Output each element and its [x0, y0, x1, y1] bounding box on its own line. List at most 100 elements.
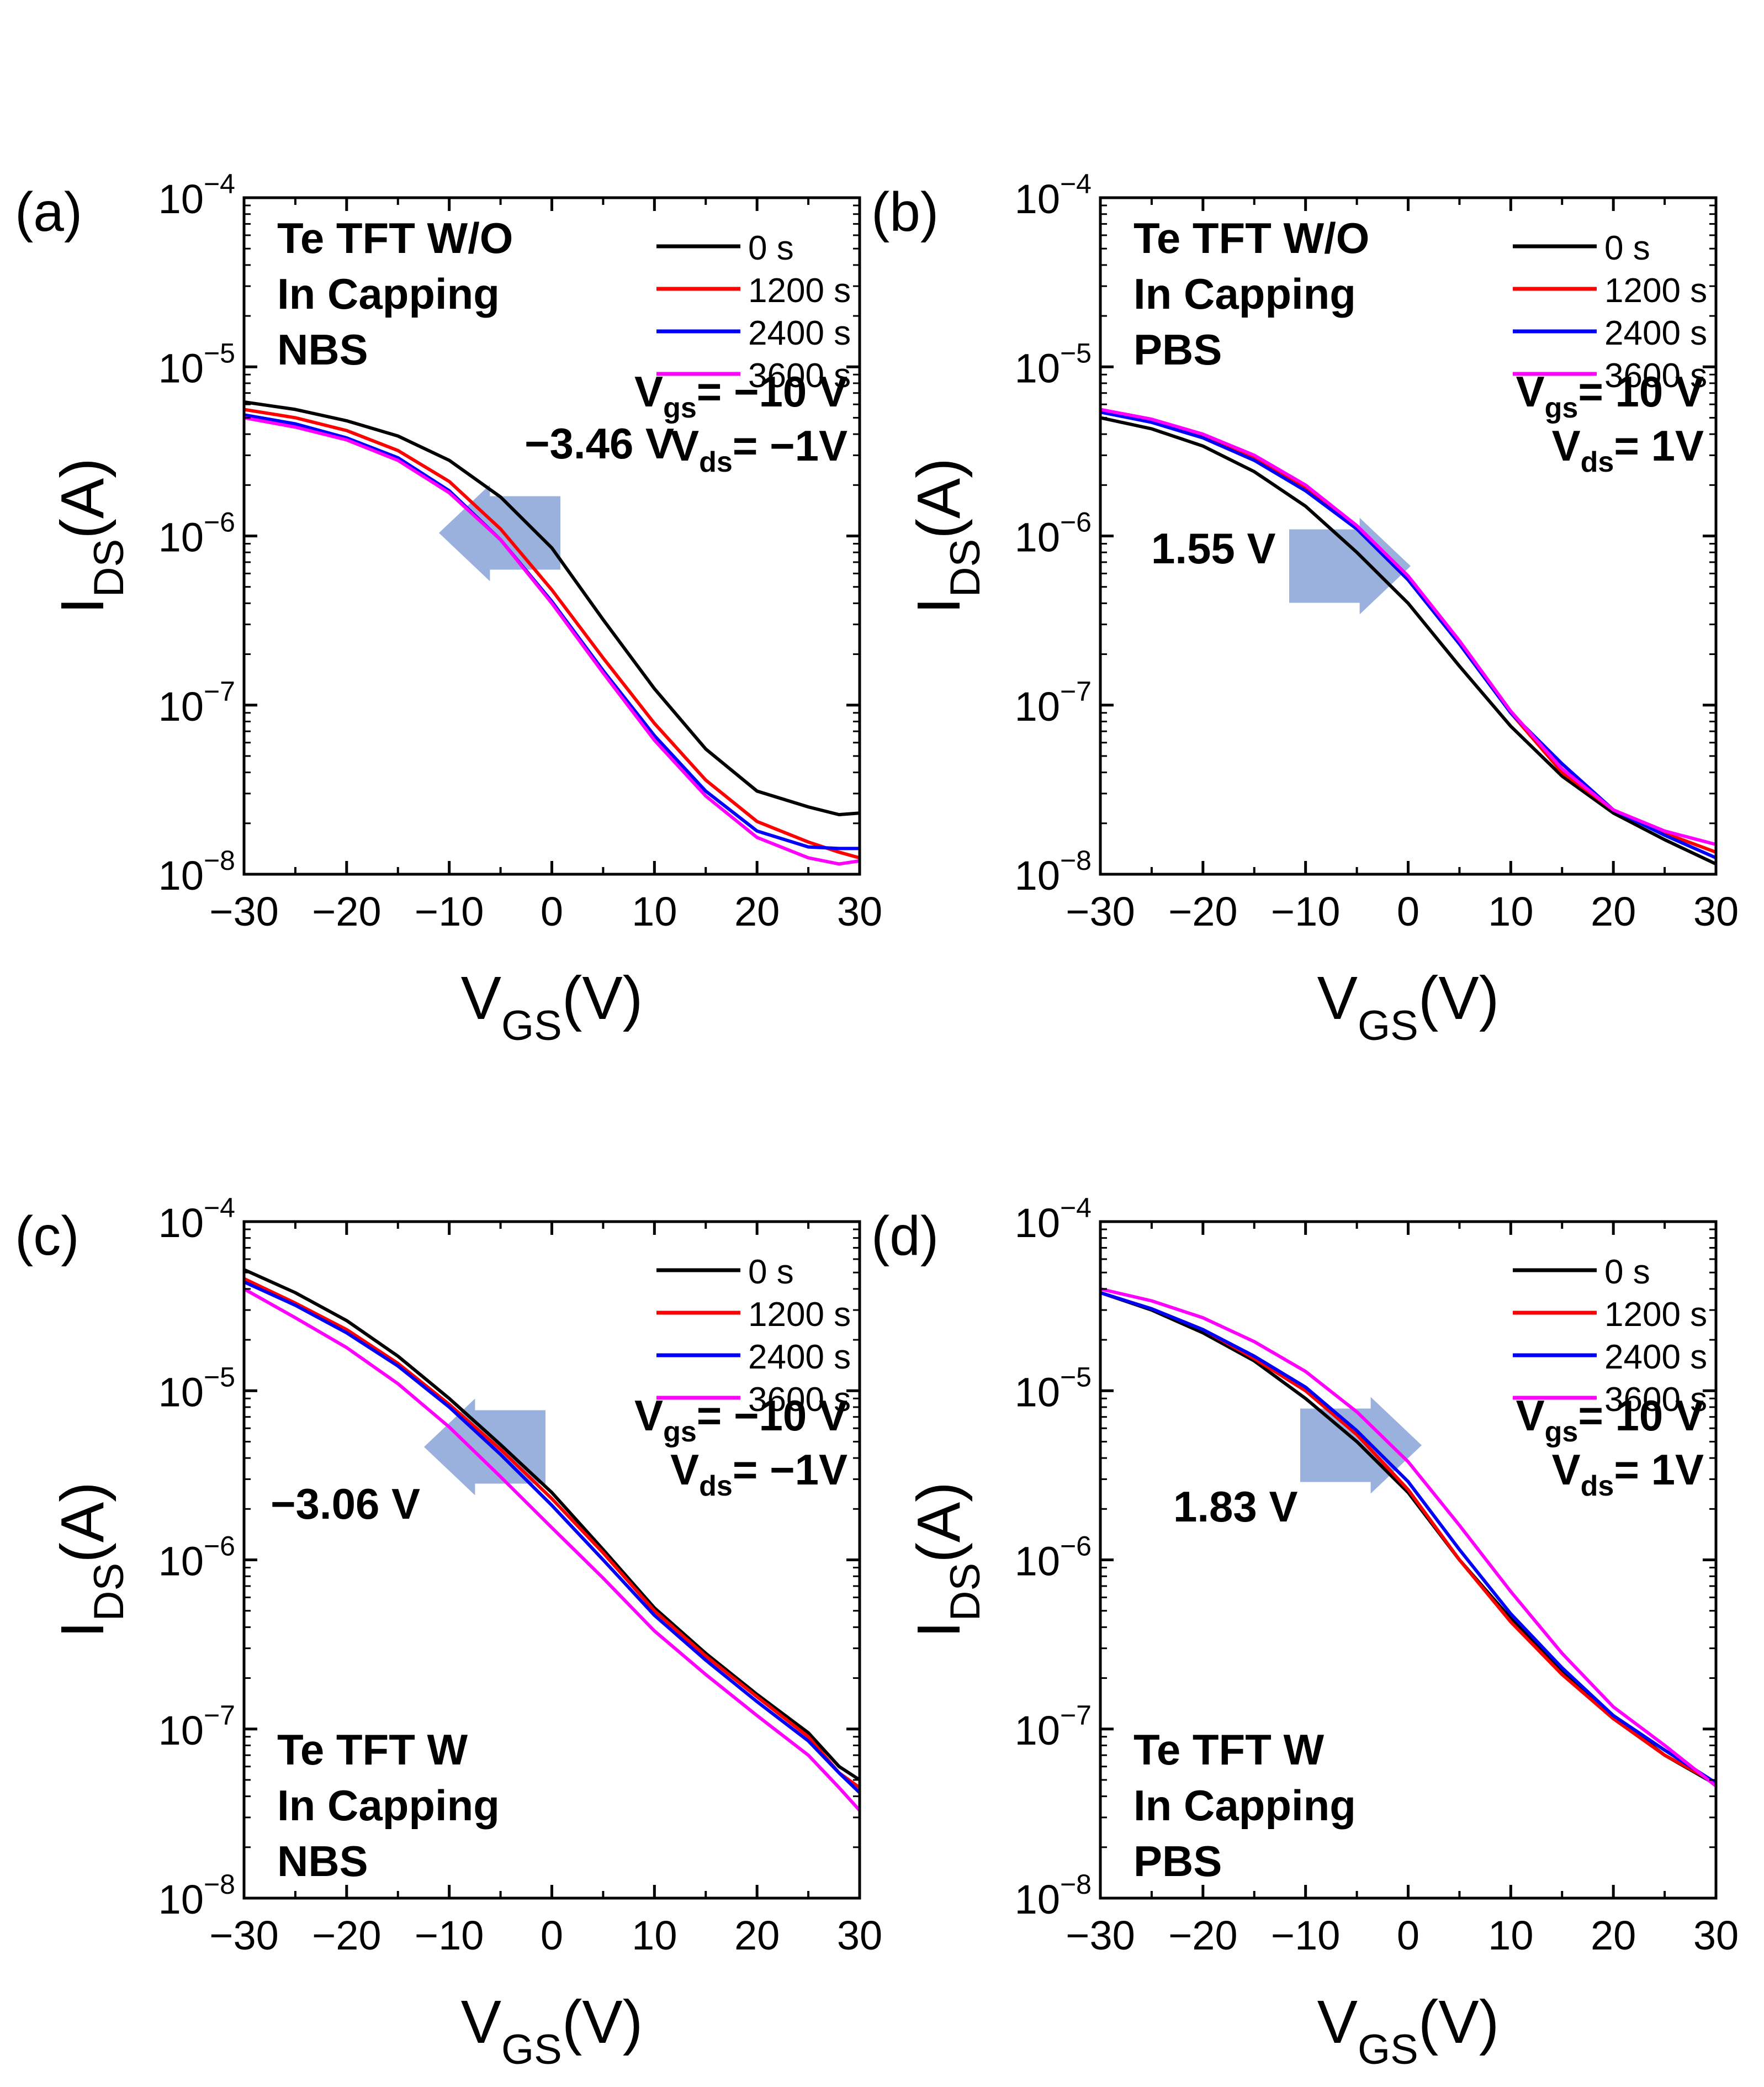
annotation-title-line: PBS	[1133, 325, 1222, 374]
panel-a: −30 −20 −10 0 10 20 30 10−8 10−7 10−6 10−5 10−4 VGS(…	[15, 168, 882, 1049]
x-tick-label: 10	[632, 889, 677, 934]
series-line-0s	[244, 1268, 860, 1782]
bias-vgs: Vgs= −10 V	[634, 367, 847, 424]
series-line-1200s	[244, 1277, 860, 1789]
annotation-title-line: Te TFT W	[1133, 1725, 1325, 1774]
annotation-title-line: PBS	[1133, 1837, 1222, 1885]
annotation-title-line: NBS	[277, 325, 368, 374]
shift-label: −3.06 V	[271, 1480, 420, 1528]
y-tick-label: 10−6	[158, 1531, 235, 1584]
shift-arrow	[1289, 517, 1411, 615]
panel-label: (c)	[15, 1205, 80, 1267]
x-tick-label: 0	[1397, 889, 1419, 934]
x-tick-label: −20	[312, 1912, 382, 1958]
legend-label: 1200 s	[1604, 272, 1707, 310]
series-line-3600s	[1100, 408, 1716, 847]
x-tick-label: 30	[1693, 1912, 1739, 1958]
legend-label: 2400 s	[1604, 314, 1707, 352]
y-tick-label: 10−4	[158, 168, 235, 222]
series-line-0s	[244, 400, 860, 817]
x-tick-label: −20	[312, 889, 382, 934]
bias-vds: Vds= 1V	[1552, 421, 1704, 478]
series-line-0s	[1100, 416, 1716, 866]
y-tick-label: 10−7	[158, 1700, 235, 1753]
x-tick-label: −20	[1168, 889, 1238, 934]
x-axis-label: VGS(V)	[1317, 1988, 1500, 2073]
y-tick-label: 10−4	[1015, 1192, 1092, 1246]
bias-vds: Vds= −1V	[670, 1445, 847, 1502]
x-tick-label: 10	[1488, 1912, 1533, 1958]
x-axis-label: VGS(V)	[1317, 964, 1500, 1049]
annotation-title-line: NBS	[277, 1837, 368, 1885]
y-tick-label: 10−8	[1015, 1869, 1092, 1922]
legend-label: 2400 s	[1604, 1338, 1707, 1376]
x-tick-label: −30	[209, 889, 279, 934]
y-tick-label: 10−5	[1015, 337, 1092, 391]
series-line-2400s	[1100, 1291, 1716, 1785]
panel-c: −30 −20 −10 0 10 20 30 10−8 10−7 10−6 10−5 10−4 VGS(…	[15, 1192, 882, 2073]
legend-label: 0 s	[748, 1253, 794, 1291]
x-tick-label: −20	[1168, 1912, 1238, 1958]
series-line-3600s	[1100, 1287, 1716, 1788]
x-tick-label: 20	[734, 1912, 780, 1958]
y-tick-label: 10−6	[1015, 507, 1092, 561]
bias-vds: Vds= 1V	[1552, 1445, 1704, 1502]
annotation-title-line: In Capping	[1133, 270, 1356, 318]
x-axis-label: VGS(V)	[461, 964, 643, 1049]
legend-label: 3600 s	[748, 1381, 851, 1419]
series-line-2400s	[1100, 410, 1716, 860]
bias-vds: Vds= −1V	[670, 421, 847, 478]
legend-label: 0 s	[1604, 229, 1650, 267]
x-tick-label: 30	[837, 889, 882, 934]
y-tick-label: 10−8	[158, 1869, 235, 1922]
annotation-title-line: In Capping	[1133, 1781, 1356, 1830]
x-tick-label: 0	[541, 1912, 563, 1958]
annotation-title-line: Te TFT W	[277, 1725, 468, 1774]
y-tick-label: 10−5	[158, 1361, 235, 1415]
series-line-1200s	[1100, 409, 1716, 854]
series-line-2400s	[244, 1280, 860, 1795]
y-tick-label: 10−8	[158, 845, 235, 899]
bias-vgs: Vgs= 10 V	[1516, 367, 1704, 424]
panel-d: −30 −20 −10 0 10 20 30 10−8 10−7 10−6 10−5 10−4 VGS(…	[871, 1192, 1739, 2073]
y-tick-label: 10−7	[1015, 1700, 1092, 1753]
legend-label: 0 s	[1604, 1253, 1650, 1291]
y-tick-label: 10−7	[158, 676, 235, 730]
y-axis-label: IDS(A)	[49, 1482, 133, 1638]
y-tick-label: 10−4	[1015, 168, 1092, 222]
legend-label: 3600 s	[1604, 1381, 1707, 1419]
y-axis-label: IDS(A)	[905, 1482, 989, 1638]
x-tick-label: −30	[209, 1912, 279, 1958]
x-tick-label: −10	[1271, 1912, 1341, 1958]
y-tick-label: 10−5	[1015, 1361, 1092, 1415]
series-line-3600s	[244, 416, 860, 866]
y-tick-label: 10−6	[158, 507, 235, 561]
x-tick-label: 0	[1397, 1912, 1419, 1958]
x-tick-label: 20	[1591, 889, 1636, 934]
panel-label: (a)	[15, 181, 82, 243]
legend-label: 2400 s	[748, 1338, 851, 1376]
x-tick-label: 10	[1488, 889, 1533, 934]
legend-label: 1200 s	[1604, 1296, 1707, 1334]
series-line-1200s	[244, 408, 860, 860]
legend-label: 1200 s	[748, 272, 851, 310]
legend-label: 0 s	[748, 229, 794, 267]
shift-label: 1.55 V	[1151, 524, 1276, 573]
x-tick-label: −10	[415, 889, 484, 934]
legend-label: 3600 s	[748, 357, 851, 395]
x-tick-label: 10	[632, 1912, 677, 1958]
bias-vgs: Vgs= −10 V	[634, 1391, 847, 1448]
x-tick-label: 30	[1693, 889, 1739, 934]
shift-label: −3.46 V	[525, 419, 674, 468]
annotation-title-line: Te TFT W/O	[1133, 214, 1369, 262]
y-tick-label: 10−6	[1015, 1531, 1092, 1584]
legend-label: 1200 s	[748, 1296, 851, 1334]
x-tick-label: −10	[415, 1912, 484, 1958]
x-tick-label: 0	[541, 889, 563, 934]
legend-label: 3600 s	[1604, 357, 1707, 395]
panel-label: (d)	[871, 1205, 939, 1267]
y-tick-label: 10−5	[158, 337, 235, 391]
y-axis-label: IDS(A)	[905, 458, 989, 614]
series-line-3600s	[244, 1287, 860, 1813]
